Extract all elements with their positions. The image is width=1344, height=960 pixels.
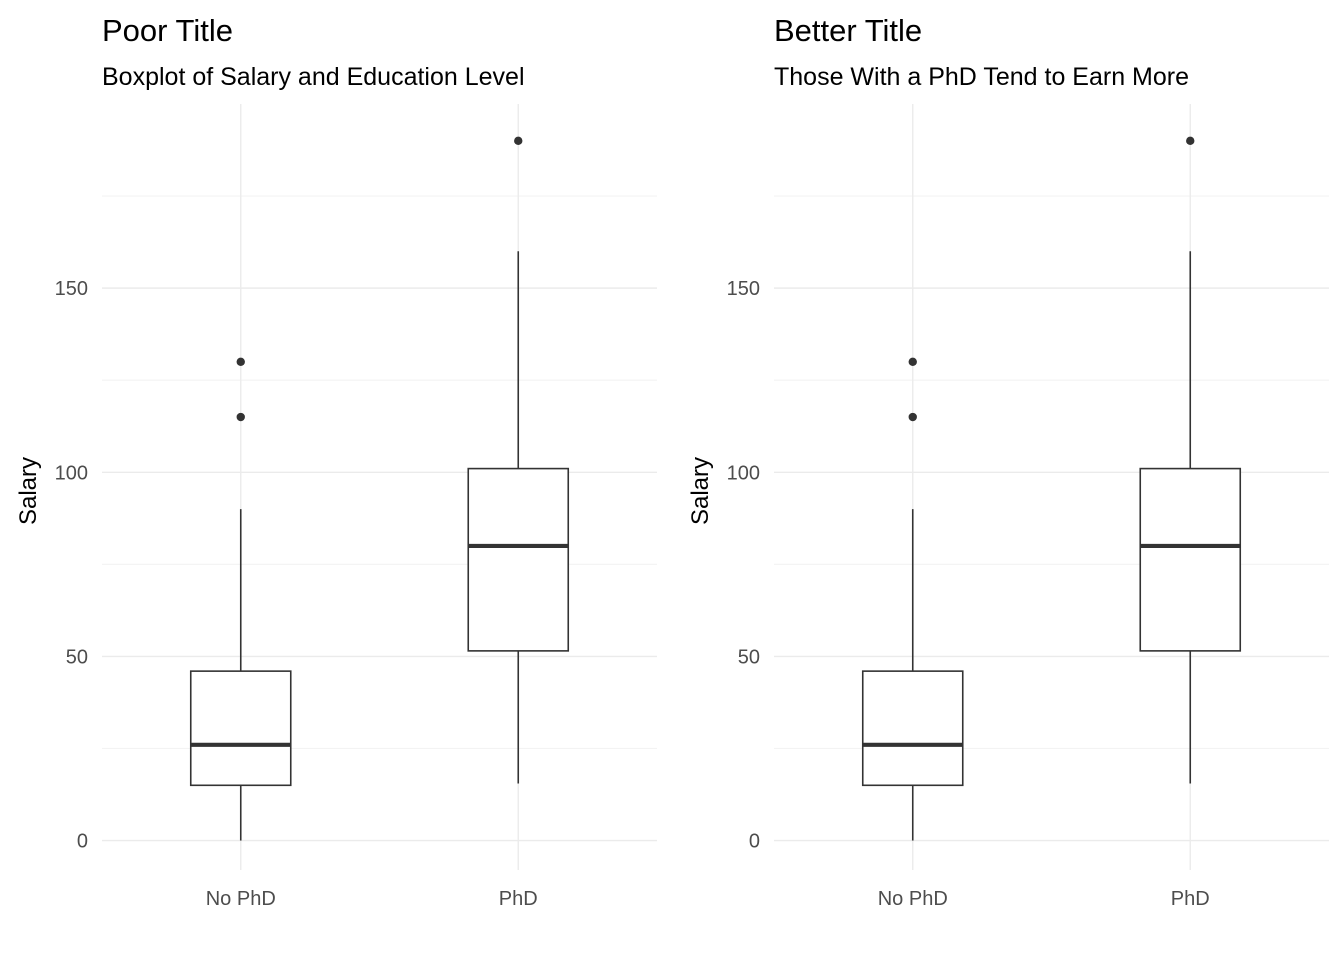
y-axis-label: Salary (15, 457, 42, 525)
box-iqr (467, 467, 570, 652)
y-tick-label: 100 (727, 462, 760, 484)
y-tick-label: 100 (55, 462, 88, 484)
y-tick-label: 0 (749, 831, 760, 853)
y-axis-label: Salary (687, 457, 714, 525)
y-tick-label: 50 (66, 646, 88, 668)
chart-title: Poor Title (102, 13, 233, 48)
boxplot-phd (467, 136, 570, 784)
x-tick-label: No PhD (878, 888, 948, 910)
outlier-point (236, 357, 245, 366)
box-iqr (189, 670, 292, 787)
chart-panel-1: 0 50 100 150 No PhD PhD Salary Poor Title Boxplo… (15, 13, 657, 910)
chart-subtitle: Those With a PhD Tend to Earn More (774, 63, 1189, 91)
y-tick-label: 50 (738, 646, 760, 668)
x-tick-label: No PhD (206, 888, 276, 910)
outlier-point (236, 412, 245, 422)
y-tick-label: 150 (55, 278, 88, 300)
box-iqr (861, 670, 964, 787)
outlier-point (908, 357, 917, 366)
chart-subtitle: Boxplot of Salary and Education Level (102, 63, 525, 91)
x-tick-label: PhD (1171, 888, 1210, 910)
chart-panel-2: 0 50 100 150 No PhD PhD Salary Better Title Thos… (687, 13, 1329, 910)
outlier-point (908, 412, 917, 422)
boxplot-no-phd (189, 357, 292, 841)
outlier-point (1186, 136, 1195, 146)
box-iqr (1139, 467, 1242, 652)
x-tick-label: PhD (499, 888, 538, 910)
y-tick-label: 150 (727, 278, 760, 300)
boxplot-no-phd (861, 357, 964, 841)
boxplot-phd (1139, 136, 1242, 784)
chart-title: Better Title (774, 13, 922, 48)
outlier-point (514, 136, 523, 146)
y-tick-label: 0 (77, 831, 88, 853)
